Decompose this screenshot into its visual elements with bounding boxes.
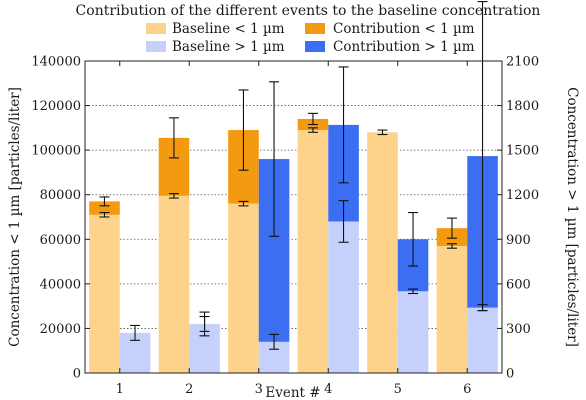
legend-swatch-baseline-large <box>146 41 166 52</box>
left-axis-tick-label: 60000 <box>40 233 81 248</box>
x-axis-label: Event # <box>265 385 320 400</box>
bar-baseline-small <box>89 214 120 373</box>
x-axis-tick-label: 4 <box>324 382 332 397</box>
bar-baseline-small <box>436 245 468 373</box>
bar-baseline-large <box>467 307 498 373</box>
left-axis-tick-label: 20000 <box>40 322 81 337</box>
right-axis-tick-label: 1500 <box>506 144 539 159</box>
left-axis-tick-label: 140000 <box>31 55 81 70</box>
right-axis-tick-label: 1800 <box>506 99 539 114</box>
plot-frame <box>84 60 503 374</box>
bar-contribution-small <box>89 201 120 215</box>
bar-baseline-small <box>367 132 398 373</box>
legend-swatch-contribution-large <box>305 41 325 52</box>
left-axis-tick-label: 0 <box>73 367 81 382</box>
x-axis-tick-label: 3 <box>255 382 263 397</box>
gridlines <box>85 105 502 329</box>
legend-label-contribution-small: Contribution < 1 µm <box>333 21 475 37</box>
legend-label-baseline-large: Baseline > 1 µm <box>172 39 285 55</box>
legend-swatch-baseline-small <box>146 23 166 34</box>
left-axis-tick-label: 100000 <box>31 144 81 159</box>
legend-swatch-contribution-small <box>305 23 325 34</box>
chart-title: Contribution of the different events to … <box>76 3 541 19</box>
right-axis-tick-label: 300 <box>506 322 531 337</box>
bar-baseline-small <box>297 130 329 373</box>
left-axis-tick-label: 80000 <box>40 188 81 203</box>
legend-label-contribution-large: Contribution > 1 µm <box>333 39 475 55</box>
bars <box>89 118 498 373</box>
x-axis-tick-label: 5 <box>394 382 402 397</box>
x-axis-tick-label: 6 <box>463 382 471 397</box>
left-axis: 0 20000 40000 60000 80000 100000 120000 140000 <box>31 55 90 382</box>
x-axis-tick-label: 1 <box>116 382 124 397</box>
left-axis-tick-label: 120000 <box>31 99 81 114</box>
legend: Baseline < 1 µm Contribution < 1 µm Base… <box>146 21 475 55</box>
right-axis-tick-label: 600 <box>506 277 531 292</box>
bar-baseline-small <box>158 195 190 373</box>
x-axis: 1 2 3 4 5 6 <box>116 61 471 397</box>
right-axis-tick-label: 0 <box>506 367 514 382</box>
error-bars <box>99 1 488 350</box>
bar-baseline-large <box>328 221 359 373</box>
right-axis-tick-label: 2100 <box>506 55 539 70</box>
bar-baseline-small <box>228 203 259 373</box>
legend-label-baseline-small: Baseline < 1 µm <box>172 21 285 37</box>
right-axis-tick-label: 1200 <box>506 188 539 203</box>
right-axis-tick-label: 900 <box>506 233 531 248</box>
right-axis: 0 300 600 900 1200 1500 1800 2100 <box>497 55 539 382</box>
y-axis-label-right: Concentration > 1 µm [particles/liter] <box>564 87 580 347</box>
left-axis-tick-label: 40000 <box>40 277 81 292</box>
y-axis-label-left: Concentration < 1 µm [particles/liter] <box>7 87 23 347</box>
bar-baseline-large <box>397 291 429 373</box>
x-axis-tick-label: 2 <box>185 382 193 397</box>
